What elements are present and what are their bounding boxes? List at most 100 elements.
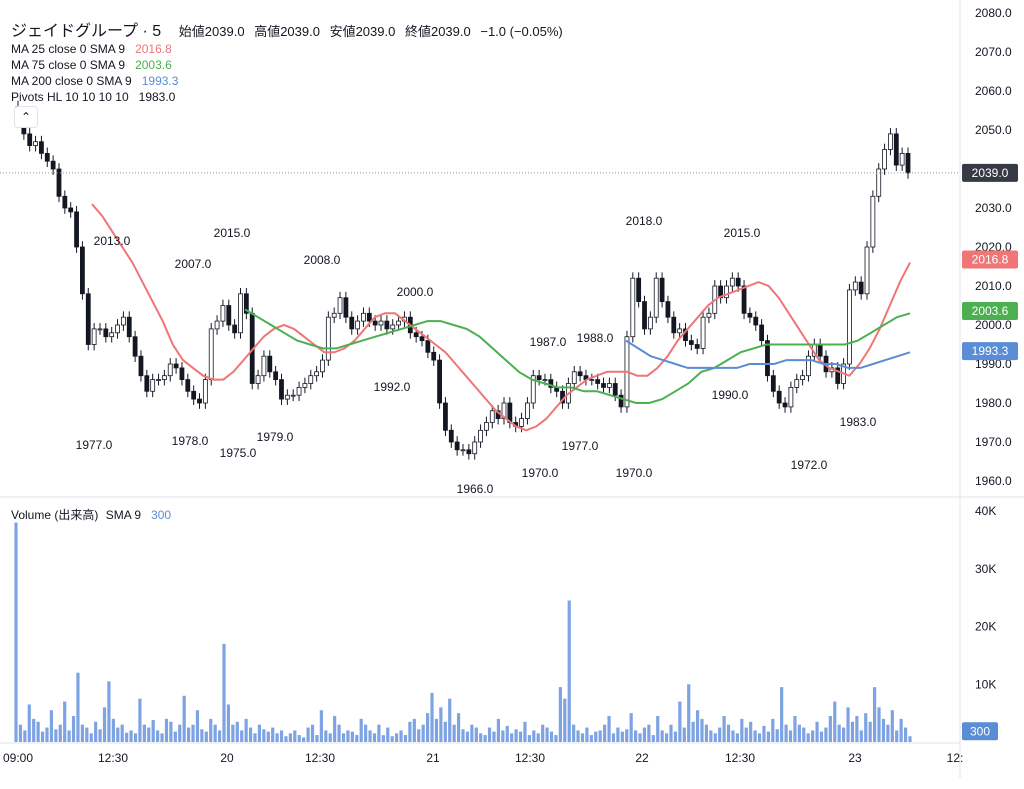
candle-body	[161, 375, 167, 381]
candle-body	[636, 277, 642, 303]
volume-bar	[310, 724, 315, 742]
candle-body	[314, 371, 320, 377]
volume-bar	[399, 730, 403, 742]
volume-bar	[302, 737, 306, 742]
volume-bar	[116, 727, 120, 742]
legend-ma200[interactable]: MA 200 close 0 SMA 9 1993.3	[11, 73, 178, 89]
volume-bar	[492, 731, 496, 742]
volume-bar	[868, 721, 872, 742]
volume-bar	[395, 733, 399, 742]
volume-bar	[753, 730, 757, 742]
candle-body	[132, 336, 138, 357]
candle-body	[747, 312, 753, 318]
volume-bar	[456, 713, 461, 742]
candle-body	[688, 340, 694, 345]
candle-body	[893, 133, 899, 166]
ma75-line	[244, 308, 911, 404]
volume-bar	[14, 522, 18, 742]
candle-body	[361, 312, 366, 322]
volume-bar	[439, 707, 443, 742]
volume-bar	[434, 718, 439, 742]
legend-ma25[interactable]: MA 25 close 0 SMA 9 2016.8	[11, 41, 172, 57]
volume-bar	[567, 600, 571, 742]
candle-body	[331, 312, 337, 318]
volume-legend[interactable]: Volume (出来高) SMA 9 300	[11, 506, 171, 523]
volume-bar	[895, 730, 899, 742]
volume-legend-sma: SMA 9	[105, 508, 142, 522]
candle-body	[267, 355, 273, 373]
candle-body	[606, 383, 612, 388]
pivot-label: 1983.0	[840, 415, 877, 429]
candle-body	[284, 394, 290, 400]
volume-bar	[629, 713, 633, 742]
candle-body	[372, 320, 378, 326]
volume-bar	[443, 721, 447, 742]
volume-bar	[390, 736, 394, 742]
volume-bar	[40, 731, 45, 742]
legend-pivots[interactable]: Pivots HL 10 10 10 10 1983.0	[11, 89, 175, 105]
timeframe-toolbar-strip	[0, 778, 1024, 789]
volume-bar	[784, 724, 788, 742]
volume-bar	[461, 729, 465, 742]
volume-bar	[217, 730, 222, 742]
candle-body	[601, 383, 606, 388]
volume-bar	[603, 724, 607, 742]
volume-bar	[611, 733, 616, 742]
candle-body	[68, 207, 74, 213]
volume-bar	[63, 701, 67, 742]
candle-body	[120, 316, 126, 326]
volume-bar	[687, 684, 691, 742]
volume-bar	[240, 730, 244, 742]
symbol-title[interactable]: ジェイドグループ · 5	[11, 23, 162, 40]
time-axis-tick: 12:30	[98, 751, 128, 765]
candle-body	[343, 297, 349, 318]
candle-body	[103, 328, 109, 338]
volume-bar	[76, 672, 80, 742]
candle-body	[484, 422, 489, 431]
candle-body	[677, 328, 683, 334]
volume-bar	[514, 729, 518, 742]
candle-body	[39, 141, 44, 154]
pivot-label: 1970.0	[616, 466, 653, 480]
legend-ma75-label: MA 75 close 0 SMA 9	[11, 58, 126, 72]
candle-body	[888, 133, 893, 150]
volume-bar	[793, 716, 797, 742]
legend-ma75[interactable]: MA 75 close 0 SMA 9 2003.6	[11, 57, 172, 73]
candle-body	[753, 316, 759, 326]
volume-bar	[479, 733, 483, 742]
price-axis-tick: 2000.0	[975, 318, 1012, 332]
candle-body	[255, 375, 261, 384]
candle-body	[571, 371, 577, 384]
price-axis-tick: 1960.0	[975, 474, 1012, 488]
candle-body	[44, 152, 50, 162]
volume-bar	[744, 727, 748, 742]
legend-ma200-label: MA 200 close 0 SMA 9	[11, 74, 132, 88]
volume-bar	[536, 733, 540, 742]
volume-bar	[350, 731, 354, 742]
volume-bar	[226, 704, 231, 742]
volume-bar	[757, 733, 762, 742]
volume-bar	[257, 724, 262, 742]
volume-bar	[625, 729, 629, 742]
pivot-label: 2015.0	[214, 226, 251, 240]
candle-body	[91, 328, 97, 345]
volume-bar	[483, 735, 487, 742]
ma200-line	[625, 339, 911, 369]
candle-body	[349, 316, 355, 330]
volume-bar	[669, 724, 673, 742]
volume-bar	[164, 718, 169, 742]
volume-bar	[545, 727, 549, 742]
candle-body	[390, 324, 396, 330]
time-axis-tick: 21	[426, 751, 440, 765]
volume-bar	[563, 698, 567, 742]
candle-body	[150, 379, 156, 392]
candle-body	[765, 340, 770, 377]
price-axis-tick: 2060.0	[975, 84, 1012, 98]
volume-bar	[634, 730, 638, 742]
candle-body	[337, 297, 343, 314]
pivot-label: 1966.0	[457, 482, 494, 496]
collapse-legend-button[interactable]: ⌃	[14, 106, 38, 128]
volume-bar	[855, 716, 859, 742]
volume-bar	[425, 713, 430, 742]
